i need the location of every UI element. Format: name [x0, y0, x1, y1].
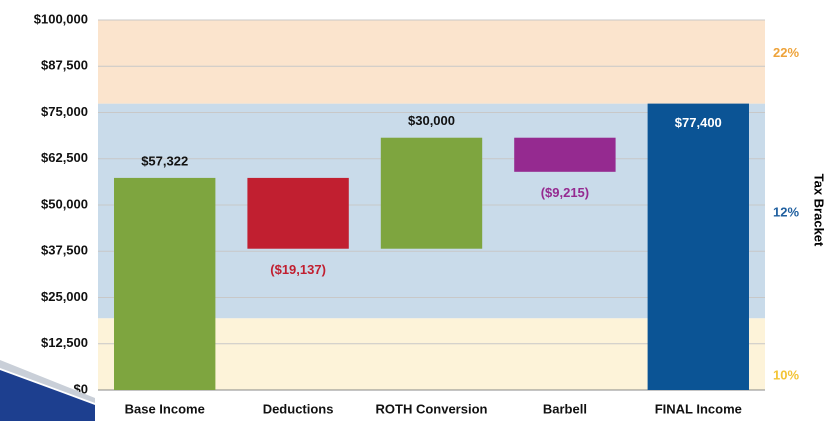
bracket-label: 10% — [773, 368, 799, 383]
bar — [380, 137, 483, 249]
decor-swoosh — [0, 370, 95, 421]
x-tick-label: ROTH Conversion — [376, 401, 488, 416]
bar — [114, 177, 216, 390]
x-tick-label: Deductions — [263, 401, 334, 416]
y-tick-label: $37,500 — [41, 243, 88, 258]
bracket-label: 12% — [773, 204, 799, 219]
data-label: $77,400 — [675, 115, 722, 130]
data-label: ($9,215) — [541, 185, 589, 200]
data-label: $30,000 — [408, 113, 455, 128]
y2-axis-label: Tax Bracket — [812, 174, 827, 247]
x-tick-label: Base Income — [125, 401, 205, 416]
y-tick-label: $50,000 — [41, 196, 88, 211]
y-tick-label: $87,500 — [41, 58, 88, 73]
bar — [514, 137, 616, 172]
bracket-band — [98, 20, 765, 104]
bar — [647, 103, 749, 391]
y-tick-label: $62,500 — [41, 150, 88, 165]
bracket-label: 22% — [773, 45, 799, 60]
y-tick-label: $100,000 — [34, 11, 88, 26]
y-tick-label: $25,000 — [41, 289, 88, 304]
bar — [247, 177, 349, 249]
y-tick-label: $12,500 — [41, 335, 88, 350]
x-tick-label: Barbell — [543, 401, 587, 416]
x-tick-label: FINAL Income — [655, 401, 742, 416]
y-tick-label: $75,000 — [41, 104, 88, 119]
data-label: ($19,137) — [270, 262, 326, 277]
decor-swoosh-light — [0, 360, 95, 403]
data-label: $57,322 — [141, 153, 188, 168]
